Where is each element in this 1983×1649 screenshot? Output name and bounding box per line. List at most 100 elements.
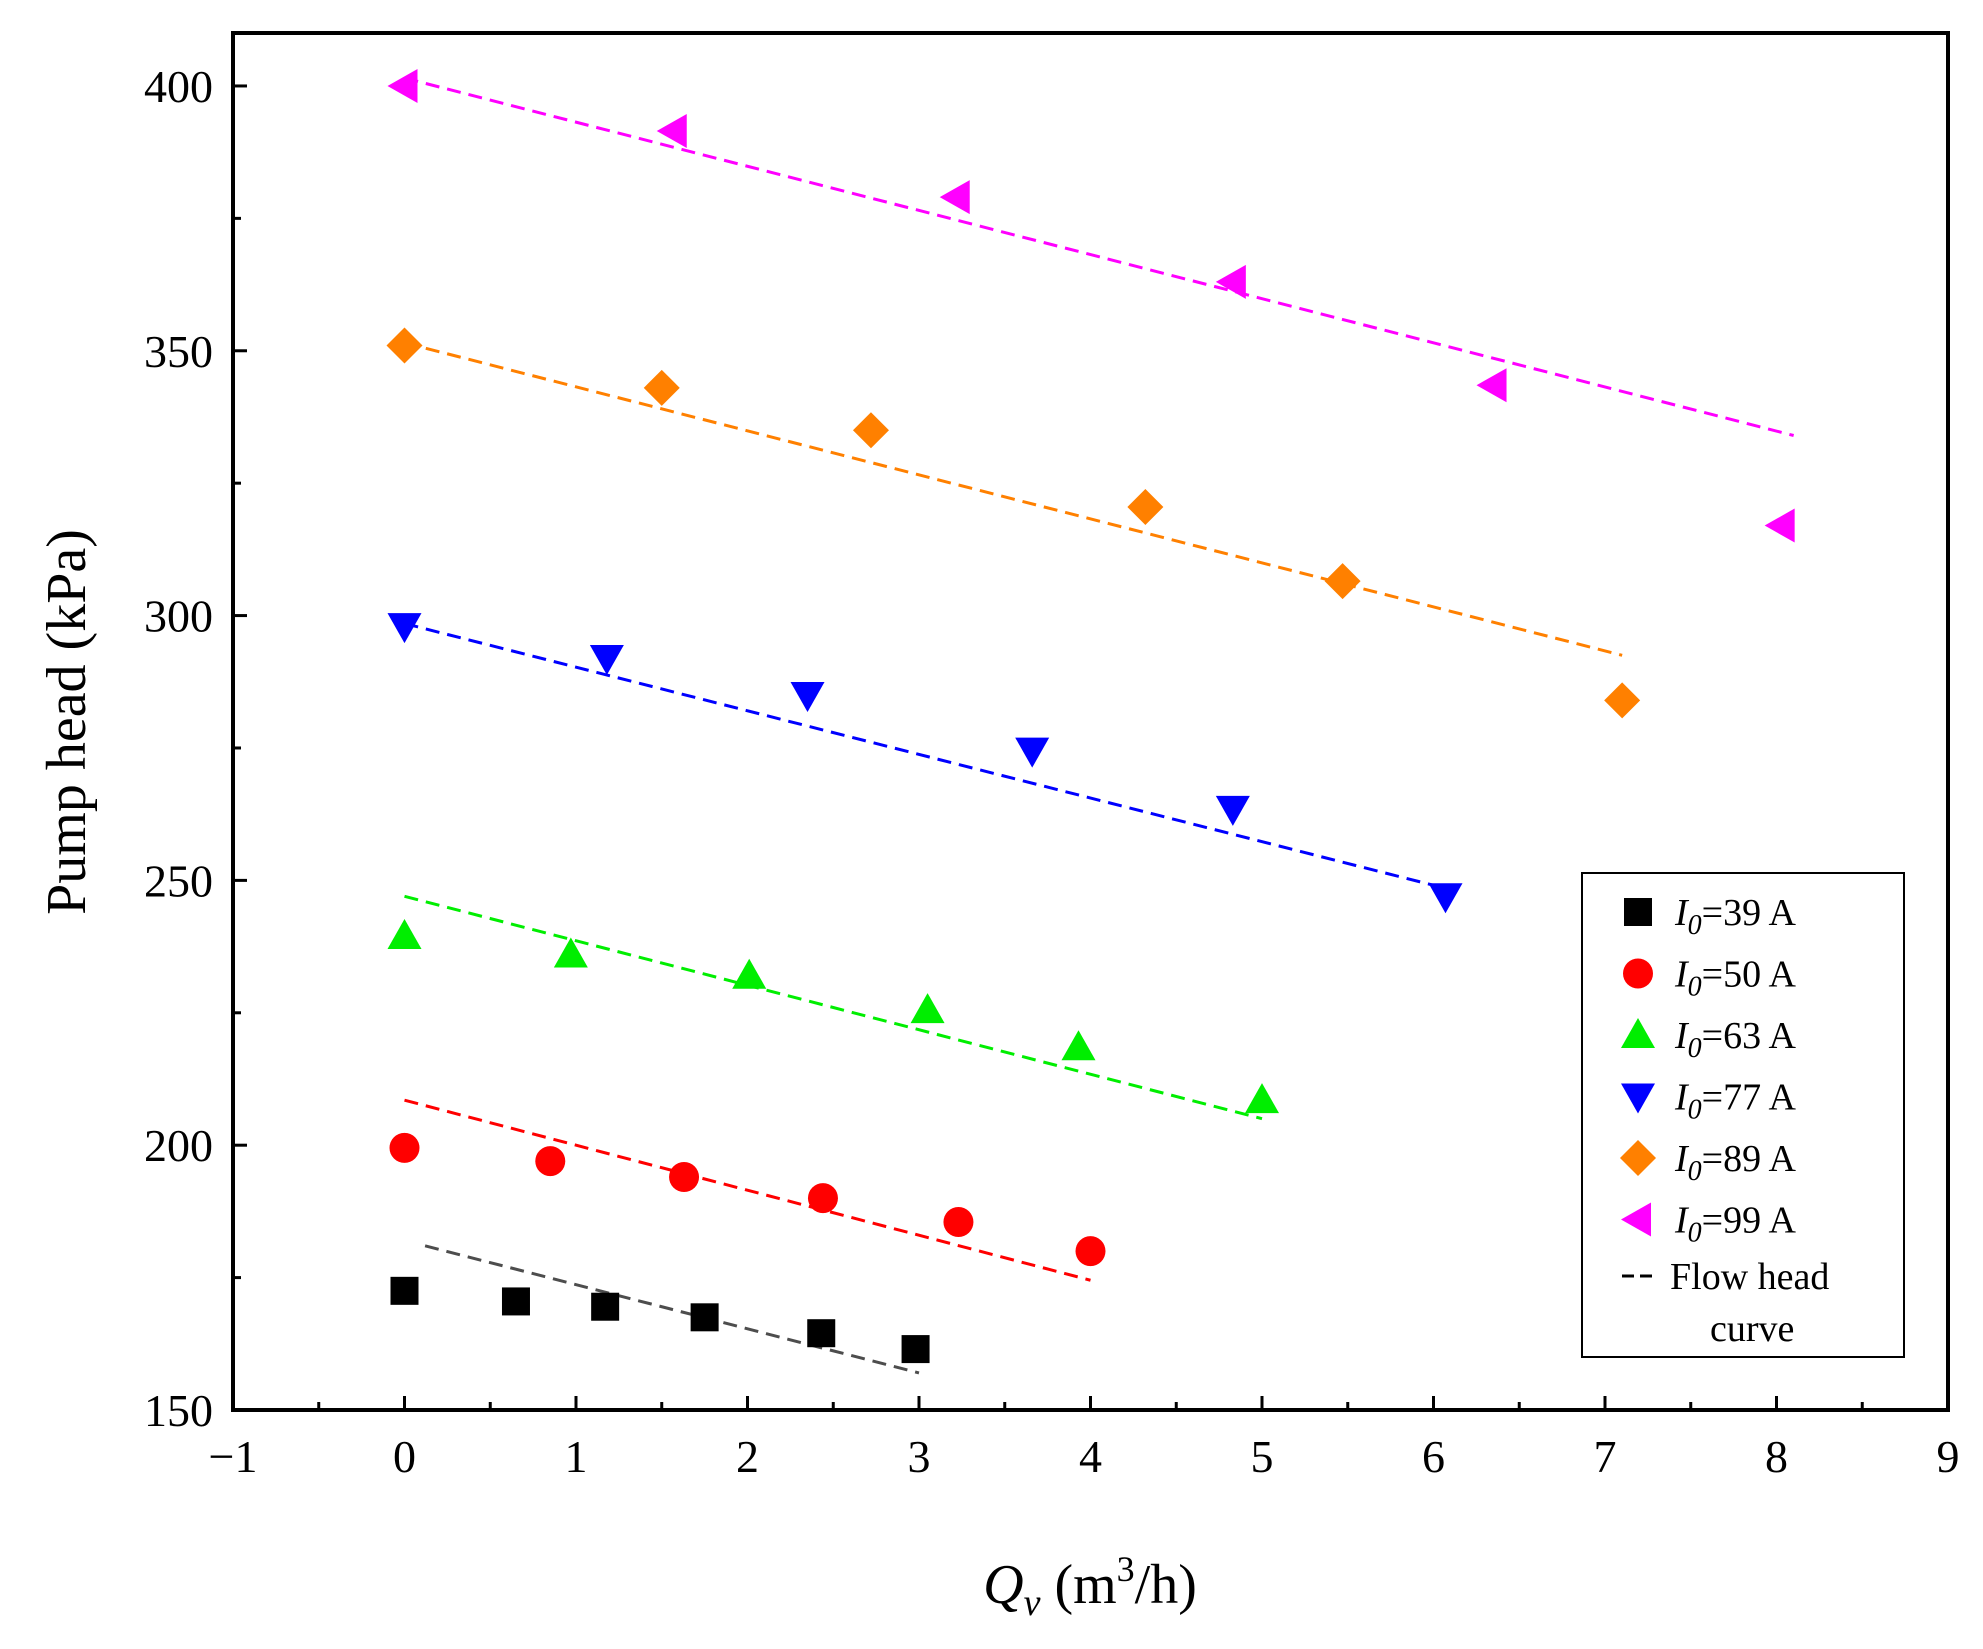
- fit-line-series-1: [424, 1244, 920, 1375]
- y-tick-label: 200: [144, 1120, 213, 1171]
- x-tick-label: 4: [1079, 1431, 1102, 1482]
- x-tick-label: 9: [1937, 1431, 1960, 1482]
- data-point-series-3-1: [387, 918, 422, 949]
- legend-label-main: I: [1674, 892, 1690, 934]
- y-tick-label: 250: [144, 855, 213, 906]
- data-point-series-1-1: [390, 1276, 419, 1305]
- legend-label-sub: 0: [1688, 910, 1702, 941]
- x-tick-label: 3: [908, 1431, 931, 1482]
- y-tick-label: 150: [144, 1385, 213, 1436]
- data-point-series-6-1: [387, 68, 418, 103]
- legend-label-series-3: I0=63 A: [1674, 1015, 1796, 1064]
- y-axis-title: Pump head (kPa): [36, 529, 98, 915]
- legend-label-rest: =63 A: [1702, 1015, 1797, 1057]
- data-point-series-3-2: [553, 937, 588, 968]
- x-tick-label: 1: [565, 1431, 588, 1482]
- data-point-series-1-3: [591, 1292, 620, 1321]
- legend-box: [1581, 872, 1905, 1358]
- data-point-series-5-5: [1324, 563, 1361, 600]
- legend-label-main: I: [1674, 954, 1690, 996]
- legend-marker-series-5: [1620, 1140, 1656, 1176]
- data-point-series-6-3: [939, 180, 970, 215]
- data-point-series-4-2: [589, 644, 624, 675]
- legend-label-series-5: I0=89 A: [1674, 1138, 1796, 1187]
- legend-marker-series-2: [1623, 958, 1653, 989]
- data-point-series-3-6: [1245, 1083, 1279, 1114]
- x-axis-title-sup: 3: [1117, 1549, 1135, 1589]
- legend-label-main: I: [1674, 1200, 1690, 1242]
- legend-marker-series-6: [1621, 1202, 1651, 1237]
- data-point-series-3-3: [732, 958, 767, 989]
- legend-label-main: I: [1674, 1015, 1690, 1057]
- legend-label-sub: 0: [1688, 1218, 1702, 1249]
- x-axis-ticks: −1 0 1 2 3 4 5 6 7 8 9: [209, 1396, 1960, 1482]
- fit-line-series-2: [404, 1098, 1091, 1282]
- data-point-series-6-6: [1764, 508, 1795, 543]
- legend-label-series-4: I0=77 A: [1674, 1077, 1796, 1126]
- y-tick-label: 350: [144, 326, 213, 377]
- x-tick-label: −1: [209, 1431, 258, 1482]
- legend-label-rest: =50 A: [1702, 954, 1797, 996]
- data-point-series-1-5: [807, 1319, 836, 1348]
- x-tick-label: 7: [1594, 1431, 1617, 1482]
- data-point-series-5-6: [1604, 682, 1641, 719]
- x-tick-label: 8: [1765, 1431, 1788, 1482]
- x-axis-title-sub: v: [1024, 1582, 1041, 1624]
- legend-flow-head-line1: Flow head: [1670, 1256, 1829, 1298]
- data-point-series-3-4: [910, 993, 945, 1024]
- data-point-series-2-4: [807, 1183, 838, 1214]
- x-axis-title-main: Q: [983, 1554, 1023, 1616]
- legend-label-rest: =99 A: [1702, 1200, 1797, 1242]
- data-point-series-3-5: [1061, 1030, 1096, 1061]
- x-tick-label: 0: [393, 1431, 416, 1482]
- legend-marker-series-1: [1624, 898, 1652, 926]
- y-tick-label: 400: [144, 61, 213, 112]
- legend-marker-series-3: [1621, 1018, 1655, 1048]
- fit-lines: [404, 76, 1795, 1375]
- fit-line-series-5: [404, 341, 1623, 657]
- data-point-series-5-3: [852, 412, 889, 449]
- legend-label-sub: 0: [1688, 1095, 1702, 1126]
- fit-line-series-6: [404, 76, 1795, 437]
- legend-label-main: I: [1674, 1077, 1690, 1119]
- data-point-series-2-1: [389, 1132, 420, 1163]
- legend-label-series-6: I0=99 A: [1674, 1200, 1796, 1249]
- x-axis-title-unit-suffix: /h): [1135, 1554, 1197, 1616]
- x-axis-title: Qv (m3/h): [983, 1549, 1197, 1624]
- data-point-series-5-2: [643, 369, 680, 406]
- legend-label-sub: 0: [1688, 972, 1702, 1003]
- data-point-series-4-1: [387, 613, 422, 644]
- data-point-series-4-3: [790, 682, 825, 713]
- legend-label-rest: =89 A: [1702, 1138, 1797, 1180]
- data-point-series-1-4: [690, 1303, 719, 1332]
- fit-line-series-4: [404, 622, 1446, 890]
- x-axis-title-unit-prefix: (m: [1040, 1554, 1116, 1616]
- data-point-series-2-3: [669, 1161, 700, 1192]
- legend-label-series-2: I0=50 A: [1674, 954, 1796, 1003]
- legend-label-rest: =39 A: [1702, 892, 1797, 934]
- data-point-series-6-4: [1215, 264, 1246, 299]
- x-tick-label: 5: [1251, 1431, 1274, 1482]
- data-point-series-2-6: [1075, 1236, 1106, 1267]
- y-axis-ticks: 150 200 250 300 350 400: [144, 61, 247, 1436]
- legend-label-sub: 0: [1688, 1033, 1702, 1064]
- data-point-series-1-6: [901, 1335, 930, 1364]
- legend-label-rest: =77 A: [1702, 1077, 1797, 1119]
- legend-flow-head-line2: curve: [1710, 1308, 1794, 1350]
- y-tick-label: 300: [144, 591, 213, 642]
- legend-label-sub: 0: [1688, 1156, 1702, 1187]
- data-point-series-5-1: [386, 327, 423, 364]
- data-markers: [386, 68, 1795, 1364]
- data-point-series-4-5: [1215, 795, 1250, 826]
- legend-marker-series-4: [1621, 1083, 1655, 1114]
- legend-label-main: I: [1674, 1138, 1690, 1180]
- data-point-series-1-2: [501, 1287, 530, 1316]
- x-tick-label: 6: [1422, 1431, 1445, 1482]
- data-point-series-2-2: [535, 1146, 566, 1177]
- fit-line-series-3: [404, 894, 1263, 1121]
- data-point-series-4-6: [1428, 883, 1463, 914]
- data-point-series-6-5: [1476, 368, 1507, 403]
- legend: I0=39 AI0=50 AI0=63 AI0=77 AI0=89 AI0=99…: [1581, 872, 1905, 1358]
